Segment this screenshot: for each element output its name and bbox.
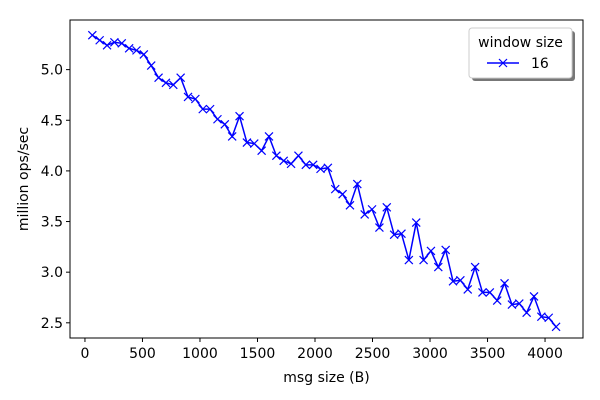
data-point-marker xyxy=(117,38,127,48)
data-point-marker xyxy=(426,246,436,256)
y-tick-label: 3.0 xyxy=(41,265,63,281)
data-point-marker xyxy=(367,204,377,214)
legend-marker-x xyxy=(498,58,508,68)
legend-series-marker xyxy=(498,58,508,68)
data-point-marker xyxy=(478,288,487,297)
x-tick-label: 500 xyxy=(129,346,156,362)
data-point-marker xyxy=(124,43,134,53)
data-point-marker xyxy=(227,132,237,141)
y-tick-label: 3.5 xyxy=(41,215,63,231)
data-point-marker xyxy=(360,210,370,219)
y-tick-label: 4.0 xyxy=(41,164,63,180)
data-point-marker xyxy=(168,80,178,90)
y-tick-label: 4.5 xyxy=(41,113,63,129)
data-point-marker xyxy=(352,179,362,189)
data-point-marker xyxy=(382,202,392,212)
data-point-marker xyxy=(161,78,171,88)
y-tick-label: 2.5 xyxy=(41,316,63,332)
x-tick-label: 2000 xyxy=(297,346,333,362)
data-point-marker xyxy=(441,245,451,255)
x-tick-label: 2500 xyxy=(355,346,391,362)
data-point-marker xyxy=(330,184,340,194)
x-tick-label: 1500 xyxy=(240,346,276,362)
data-point-marker xyxy=(411,218,421,227)
data-point-marker xyxy=(301,160,311,170)
data-point-marker xyxy=(463,284,473,294)
legend-title: window size xyxy=(478,35,563,51)
plot-area xyxy=(87,30,561,332)
data-point-marker xyxy=(492,296,502,305)
data-point-marker xyxy=(139,50,149,59)
data-point-marker xyxy=(308,160,318,170)
data-point-marker xyxy=(448,276,458,286)
x-axis-label: msg size (B) xyxy=(283,370,369,386)
data-point-marker xyxy=(242,138,252,147)
axes-frame xyxy=(69,19,584,339)
data-point-marker xyxy=(198,104,208,114)
data-point-marker xyxy=(404,255,414,265)
data-point-marker xyxy=(397,229,406,239)
data-point-marker xyxy=(551,322,561,332)
data-point-marker xyxy=(389,230,399,240)
data-point-marker xyxy=(485,288,495,297)
legend-box xyxy=(468,27,573,79)
data-point-marker xyxy=(323,163,333,173)
data-point-marker xyxy=(419,255,429,265)
series-line xyxy=(91,34,557,328)
data-point-marker xyxy=(95,35,105,45)
data-point-marker xyxy=(109,37,119,47)
data-point-marker xyxy=(433,262,443,272)
x-tick-label: 0 xyxy=(80,346,89,362)
y-tick-label: 5.0 xyxy=(41,63,63,79)
data-point-marker xyxy=(220,119,230,129)
y-axis: 2.5 3.0 3.5 4.0 4.5 5.0 xyxy=(41,63,70,332)
data-point-marker xyxy=(536,312,546,322)
y-axis-label: million ops/sec xyxy=(16,127,32,231)
data-point-marker xyxy=(500,278,509,288)
data-point-marker xyxy=(345,200,355,210)
data-point-marker xyxy=(544,313,554,323)
data-point-marker xyxy=(522,308,532,318)
data-point-marker xyxy=(235,111,244,121)
data-point-marker xyxy=(146,61,156,70)
data-point-marker xyxy=(102,40,112,50)
data-point-marker xyxy=(154,73,163,83)
data-point-marker xyxy=(87,30,97,40)
data-point-marker xyxy=(529,292,539,301)
x-tick-label: 4000 xyxy=(527,346,563,362)
data-point-marker xyxy=(374,223,384,233)
data-point-marker xyxy=(264,132,274,141)
legend: window size 16 xyxy=(468,27,575,81)
data-point-marker xyxy=(213,114,222,124)
data-point-marker xyxy=(249,139,259,148)
x-tick-label: 1000 xyxy=(182,346,218,362)
data-point-marker xyxy=(257,146,267,156)
data-point-marker xyxy=(205,104,215,114)
legend-series-label: 16 xyxy=(531,56,549,72)
x-tick-label: 3000 xyxy=(412,346,448,362)
data-point-marker xyxy=(470,262,480,272)
data-point-marker xyxy=(271,151,281,161)
data-point-marker xyxy=(455,275,465,285)
x-axis: 0 500 1000 1500 2000 2500 3000 3500 4000 xyxy=(80,338,563,362)
data-point-marker xyxy=(316,164,325,174)
x-tick-label: 3500 xyxy=(470,346,506,362)
data-point-marker xyxy=(183,92,193,102)
data-point-marker xyxy=(132,45,141,55)
data-point-marker xyxy=(294,151,303,161)
data-point-marker xyxy=(338,189,348,199)
data-point-marker xyxy=(507,300,517,310)
data-point-marker xyxy=(279,156,289,166)
data-point-marker xyxy=(286,159,296,169)
data-point-marker xyxy=(514,299,524,308)
data-point-marker xyxy=(190,94,200,104)
data-point-marker xyxy=(176,73,186,83)
